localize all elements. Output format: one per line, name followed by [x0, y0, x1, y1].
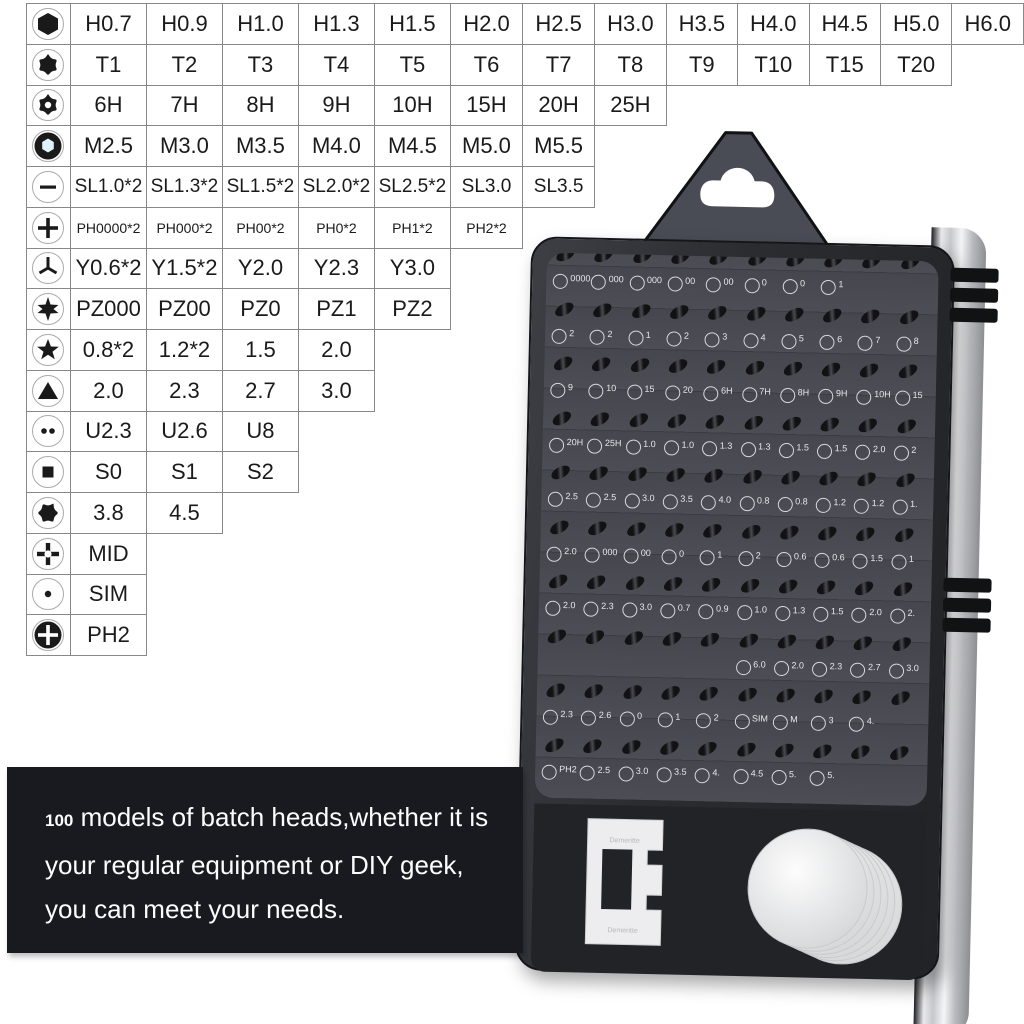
svg-text:Demeritte: Demeritte: [609, 837, 640, 845]
svg-text:Demeritte: Demeritte: [607, 927, 638, 935]
